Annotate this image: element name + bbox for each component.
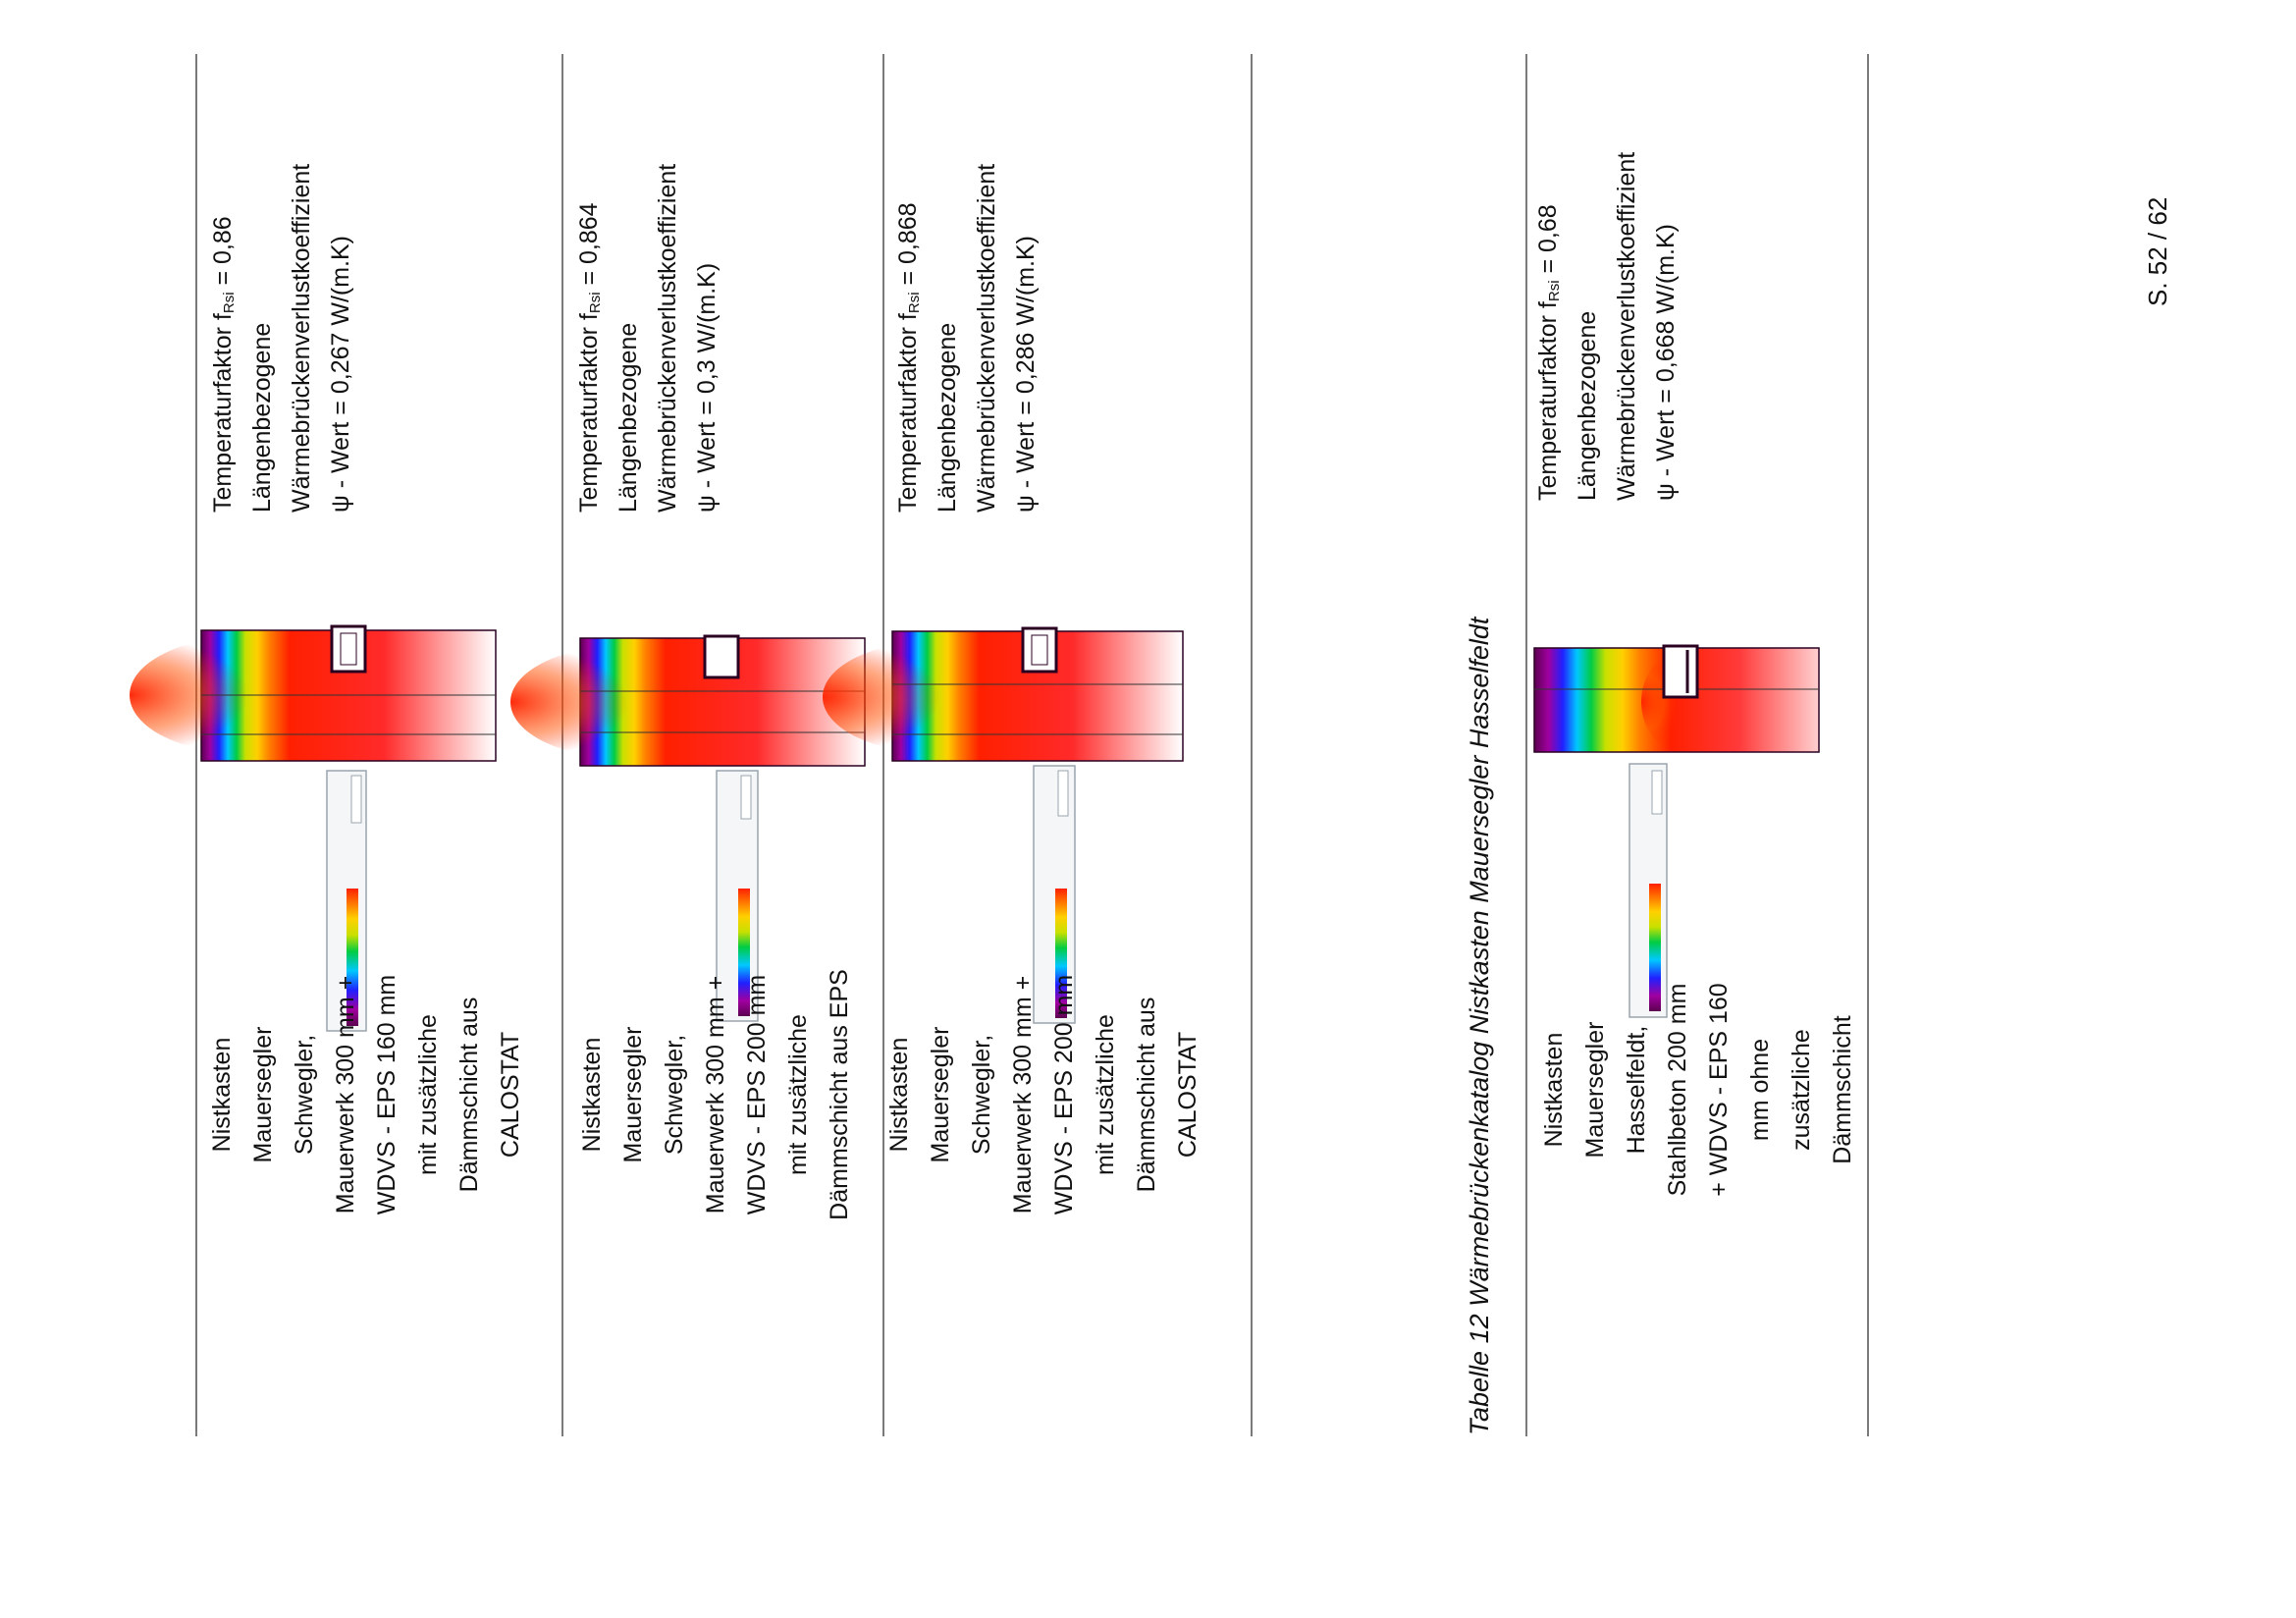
row-3-description: Nistkasten Mauersegler Schwegler, Mauerw… bbox=[879, 776, 1208, 1414]
psi-value: ψ - Wert = 0,668 W/(m.K) bbox=[1652, 224, 1680, 501]
desc-line: Mauerwerk 300 mm + bbox=[1009, 975, 1037, 1214]
thermal-image-2 bbox=[510, 634, 866, 767]
row-1-description: Nistkasten Mauersegler Schwegler, Mauerw… bbox=[201, 776, 531, 1414]
psi-value: ψ - Wert = 0,267 W/(m.K) bbox=[327, 236, 354, 512]
desc-line: Mauerwerk 300 mm + bbox=[702, 975, 729, 1214]
color-legend-3 bbox=[1033, 765, 1076, 1024]
desc-line: Schwegler, bbox=[661, 1034, 688, 1156]
psi-label: Längenbezogene bbox=[1574, 310, 1601, 501]
thermal-image-3 bbox=[823, 626, 1184, 762]
temperature-factor: Temperaturfaktor fRsi = 0,868 bbox=[894, 202, 923, 512]
desc-line: Schwegler, bbox=[291, 1034, 318, 1156]
desc-line: Nistkasten bbox=[578, 1037, 606, 1153]
desc-line: mit zusätzliche bbox=[1092, 1014, 1119, 1175]
row-2-description: Nistkasten Mauersegler Schwegler, Mauerw… bbox=[571, 776, 860, 1414]
desc-line: WDVS - EPS 200 mm bbox=[1050, 974, 1078, 1215]
color-legend-2 bbox=[716, 770, 759, 1022]
desc-line: Mauersegler bbox=[249, 1026, 277, 1163]
desc-line: mm ohne bbox=[1746, 1038, 1774, 1142]
thermal-image-4 bbox=[1533, 644, 1820, 753]
desc-line: Nistkasten bbox=[885, 1037, 913, 1153]
desc-line: Dämmschicht aus bbox=[1133, 997, 1160, 1193]
desc-line: Nistkasten bbox=[1540, 1032, 1568, 1148]
desc-line: Mauersegler bbox=[619, 1026, 647, 1163]
color-legend-1 bbox=[326, 770, 367, 1032]
row-3-values: Temperaturfaktor fRsi = 0,868 Längenbezo… bbox=[888, 22, 1045, 512]
psi-label: Längenbezogene bbox=[934, 322, 961, 512]
desc-line: Mauerwerk 300 mm + bbox=[332, 975, 359, 1214]
psi-value: ψ - Wert = 0,286 W/(m.K) bbox=[1012, 236, 1040, 512]
color-legend-4 bbox=[1629, 763, 1668, 1018]
page-number: S. 52 / 62 bbox=[2143, 196, 2172, 306]
desc-line: Nistkasten bbox=[208, 1037, 236, 1153]
desc-line: + WDVS - EPS 160 bbox=[1705, 983, 1733, 1197]
psi-value: ψ - Wert = 0,3 W/(m.K) bbox=[693, 262, 721, 512]
psi-label: Längenbezogene bbox=[248, 322, 276, 512]
row-1-values: Temperaturfaktor fRsi = 0,86 Längenbezog… bbox=[203, 22, 360, 512]
desc-line: CALOSTAT bbox=[1174, 1031, 1201, 1159]
thermal-image-1 bbox=[130, 624, 497, 762]
desc-line: WDVS - EPS 200 mm bbox=[743, 974, 771, 1215]
temperature-factor: Temperaturfaktor fRsi = 0,86 bbox=[209, 216, 238, 512]
row-4-values: Temperaturfaktor fRsi = 0,68 Längenbezog… bbox=[1528, 10, 1685, 501]
desc-line: mit zusätzliche bbox=[414, 1014, 442, 1175]
psi-label: Wärmebrückenverlustkoeffizient bbox=[1613, 151, 1640, 501]
psi-label: Längenbezogene bbox=[614, 322, 642, 512]
desc-line: Hasselfeldt, bbox=[1623, 1025, 1650, 1155]
desc-line: Schwegler, bbox=[968, 1034, 995, 1156]
desc-line: Stahlbeton 200 mm bbox=[1664, 983, 1691, 1197]
temperature-factor: Temperaturfaktor fRsi = 0,864 bbox=[575, 202, 604, 512]
desc-line: Dämmschicht bbox=[1829, 1015, 1856, 1164]
psi-label: Wärmebrückenverlustkoeffizient bbox=[973, 163, 1000, 512]
table-caption: Tabelle 12 Wärmebrückenkatalog Nistkaste… bbox=[1465, 617, 1494, 1435]
desc-line: CALOSTAT bbox=[497, 1031, 524, 1159]
desc-line: Dämmschicht aus EPS bbox=[826, 969, 853, 1220]
desc-line: WDVS - EPS 160 mm bbox=[373, 974, 400, 1215]
desc-line: zusätzliche bbox=[1788, 1029, 1815, 1151]
row-2-values: Temperaturfaktor fRsi = 0,864 Längenbezo… bbox=[569, 22, 726, 512]
desc-line: Dämmschicht aus bbox=[455, 997, 483, 1193]
row-4-description: Nistkasten Mauersegler Hasselfeldt, Stah… bbox=[1533, 795, 1863, 1384]
desc-line: Mauersegler bbox=[927, 1026, 954, 1163]
desc-line: Mauersegler bbox=[1581, 1021, 1609, 1159]
desc-line: mit zusätzliche bbox=[784, 1014, 812, 1175]
psi-label: Wärmebrückenverlustkoeffizient bbox=[654, 163, 681, 512]
temperature-factor: Temperaturfaktor fRsi = 0,68 bbox=[1534, 204, 1563, 501]
psi-label: Wärmebrückenverlustkoeffizient bbox=[288, 163, 315, 512]
